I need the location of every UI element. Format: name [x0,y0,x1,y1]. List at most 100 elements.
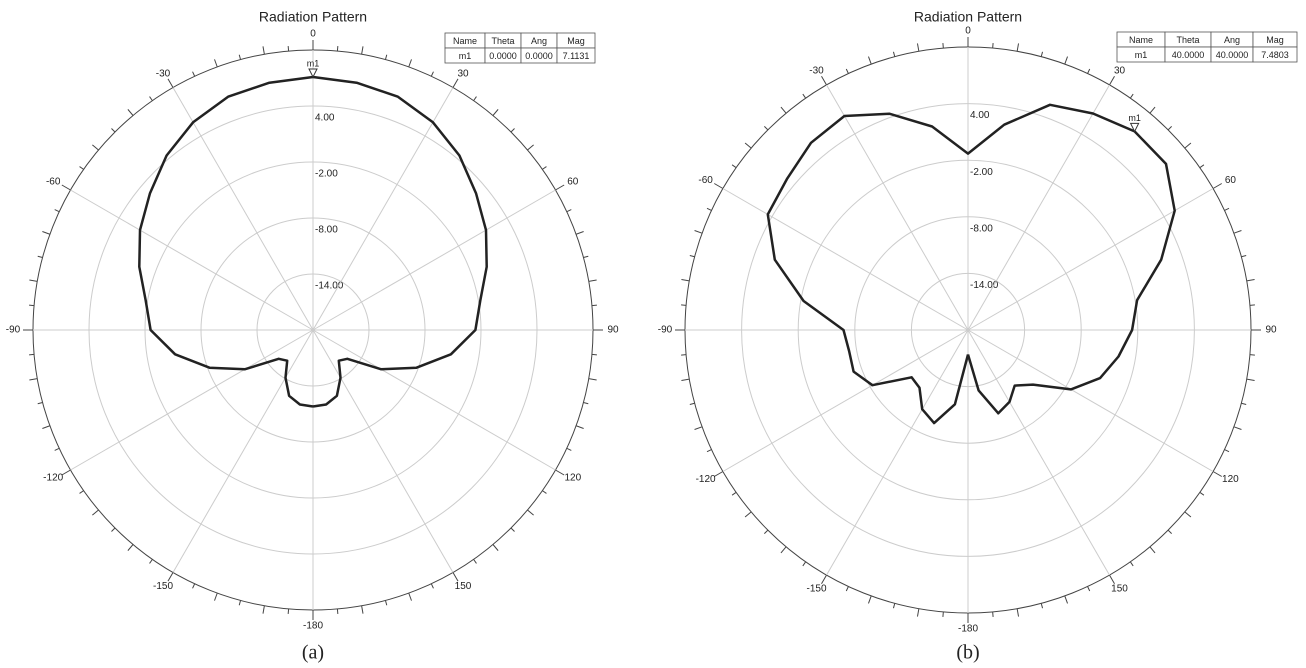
rim-tick [1233,426,1242,430]
angle-label: -150 [806,584,826,595]
rim-tick [527,144,534,151]
table-cell [556,47,596,64]
r-tick-label: -14.00 [315,281,344,292]
rim-tick [361,605,364,614]
rim-tick [92,144,99,151]
rim-tick [149,96,153,101]
rim-tick [1184,142,1192,149]
angle-tick [714,471,724,477]
rim-tick [192,583,196,589]
grid-spoke [967,329,1110,576]
marker-name: m1 [307,58,320,68]
rim-tick [575,231,584,235]
rim-tick [1149,546,1156,554]
angle-label: 0 [965,26,971,37]
angle-tick [452,78,459,88]
rim-tick [42,231,51,235]
rim-tick [510,527,515,532]
rim-tick [1040,603,1044,609]
table-value: 40.0000 [1216,50,1249,60]
angle-tick [61,469,71,476]
table-value: 0.0000 [489,51,517,61]
grid-spoke [312,329,454,573]
angle-label: 150 [455,581,472,592]
rim-tick [29,378,38,381]
rim-tick [892,51,896,57]
rim-tick [868,595,872,604]
caption: (b) [956,642,979,664]
rim-tick [1224,207,1230,211]
rim-tick [1064,595,1068,604]
rim-tick [111,128,116,133]
rim-tick [802,93,807,99]
rim-tick [127,109,134,116]
rim-tick [588,279,597,282]
angle-tick [452,572,459,582]
rim-tick [1199,164,1205,169]
grid-spoke [826,329,969,576]
r-tick-label: -8.00 [970,223,993,234]
angle-label: -90 [658,325,673,336]
rim-tick [92,509,99,516]
rim-tick [916,43,920,52]
rim-tick [1064,56,1068,65]
grid-spoke [967,329,1214,472]
angle-label: -60 [46,177,61,188]
angle-tick [1212,183,1222,189]
rim-tick [54,209,60,213]
rim-tick [1129,561,1134,567]
rim-tick [892,603,896,609]
rim-tick [744,511,752,518]
rim-tick [492,109,499,116]
r-tick-label: -2.00 [315,169,338,180]
angle-label: 120 [564,473,581,484]
rim-tick [681,378,690,382]
angle-tick [1212,471,1222,477]
table-header: Ang [1224,35,1240,45]
r-tick-label: -2.00 [970,167,993,178]
grid-spoke [70,329,314,471]
angle-tick [167,78,174,88]
rim-tick [1241,402,1247,406]
rim-tick [542,166,547,170]
angle-tick [821,76,827,86]
angle-label: -120 [43,473,63,484]
rim-tick [1016,43,1020,52]
rim-tick [706,207,712,211]
angle-label: 30 [1114,66,1126,77]
angle-label: -60 [698,175,713,186]
angle-tick [1109,574,1115,584]
rim-tick [149,559,153,564]
rim-tick [1246,378,1255,382]
rim-tick [37,401,43,405]
angle-label: 0 [310,29,316,40]
rim-tick [681,278,690,282]
table-header: Theta [1176,35,1199,45]
rim-tick [1167,125,1173,131]
angle-label: 90 [1265,325,1277,336]
rim-tick [384,600,388,606]
rim-tick [384,54,388,60]
angle-tick [555,184,565,191]
rim-tick [1016,608,1020,617]
rim-tick [566,209,572,213]
rim-tick [1167,529,1173,535]
rim-tick [583,401,589,405]
rim-tick [1224,449,1230,453]
grid-spoke [70,189,314,331]
table-value: m1 [1135,50,1148,60]
table-header: Ang [531,36,547,46]
marker [1129,122,1140,133]
rim-tick [1149,106,1156,114]
rim-tick [42,425,51,429]
r-tick-label: -8.00 [315,225,338,236]
r-tick-label: 4.00 [315,113,335,124]
angle-label: 150 [1111,584,1128,595]
table-value: m1 [459,51,472,61]
angle-label: -180 [303,621,323,632]
rim-tick [37,255,43,259]
rim-tick [763,125,769,131]
rim-tick [588,378,597,381]
marker-name: m1 [1128,113,1141,123]
rim-tick [238,600,242,606]
